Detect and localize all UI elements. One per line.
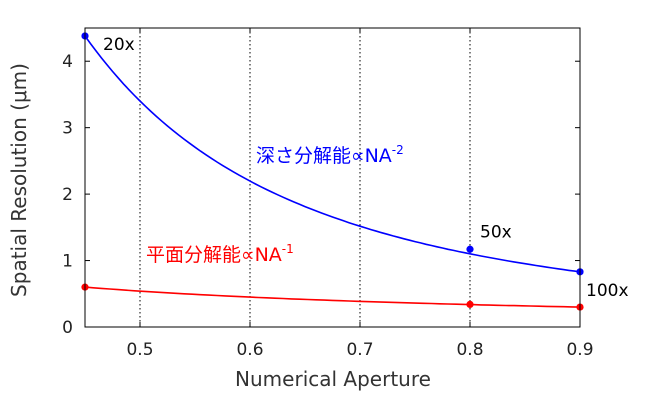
- depth-resolution-point: [466, 245, 474, 253]
- grid-lines: [139, 28, 471, 327]
- axis-ticks: [85, 28, 581, 328]
- series-label-depth: 深さ分解能∝NA-2: [256, 143, 404, 167]
- lateral-resolution-line: [84, 286, 581, 308]
- series-curves: [84, 35, 581, 308]
- y-tick-label: 2: [62, 185, 73, 205]
- y-tick-label: 0: [62, 318, 73, 338]
- y-tick-label: 1: [62, 252, 73, 272]
- x-tick-label: 0.9: [566, 340, 593, 360]
- depth-resolution-line: [84, 35, 581, 273]
- objective-label: 50x: [480, 222, 512, 242]
- series-points: [81, 32, 584, 311]
- series-label-lateral: 平面分解能∝NA-1: [146, 242, 294, 266]
- y-tick-label: 3: [62, 119, 73, 139]
- objective-label: 100x: [586, 281, 629, 301]
- objective-label: 20x: [103, 35, 135, 55]
- y-tick-label: 4: [62, 52, 73, 72]
- tick-labels: 0.5 0.6 0.7 0.8 0.9 0 1 2 3 4: [62, 52, 593, 360]
- plot-frame: [84, 27, 581, 328]
- y-axis-label: Spatial Resolution (μm): [7, 63, 31, 297]
- x-tick-label: 0.5: [126, 340, 153, 360]
- x-tick-label: 0.8: [456, 340, 483, 360]
- x-tick-label: 0.6: [236, 340, 263, 360]
- x-tick-label: 0.7: [346, 340, 373, 360]
- x-axis-label: Numerical Aperture: [235, 367, 431, 391]
- lateral-resolution-point: [466, 300, 474, 309]
- point-annotations: 20x 50x 100x: [103, 35, 629, 301]
